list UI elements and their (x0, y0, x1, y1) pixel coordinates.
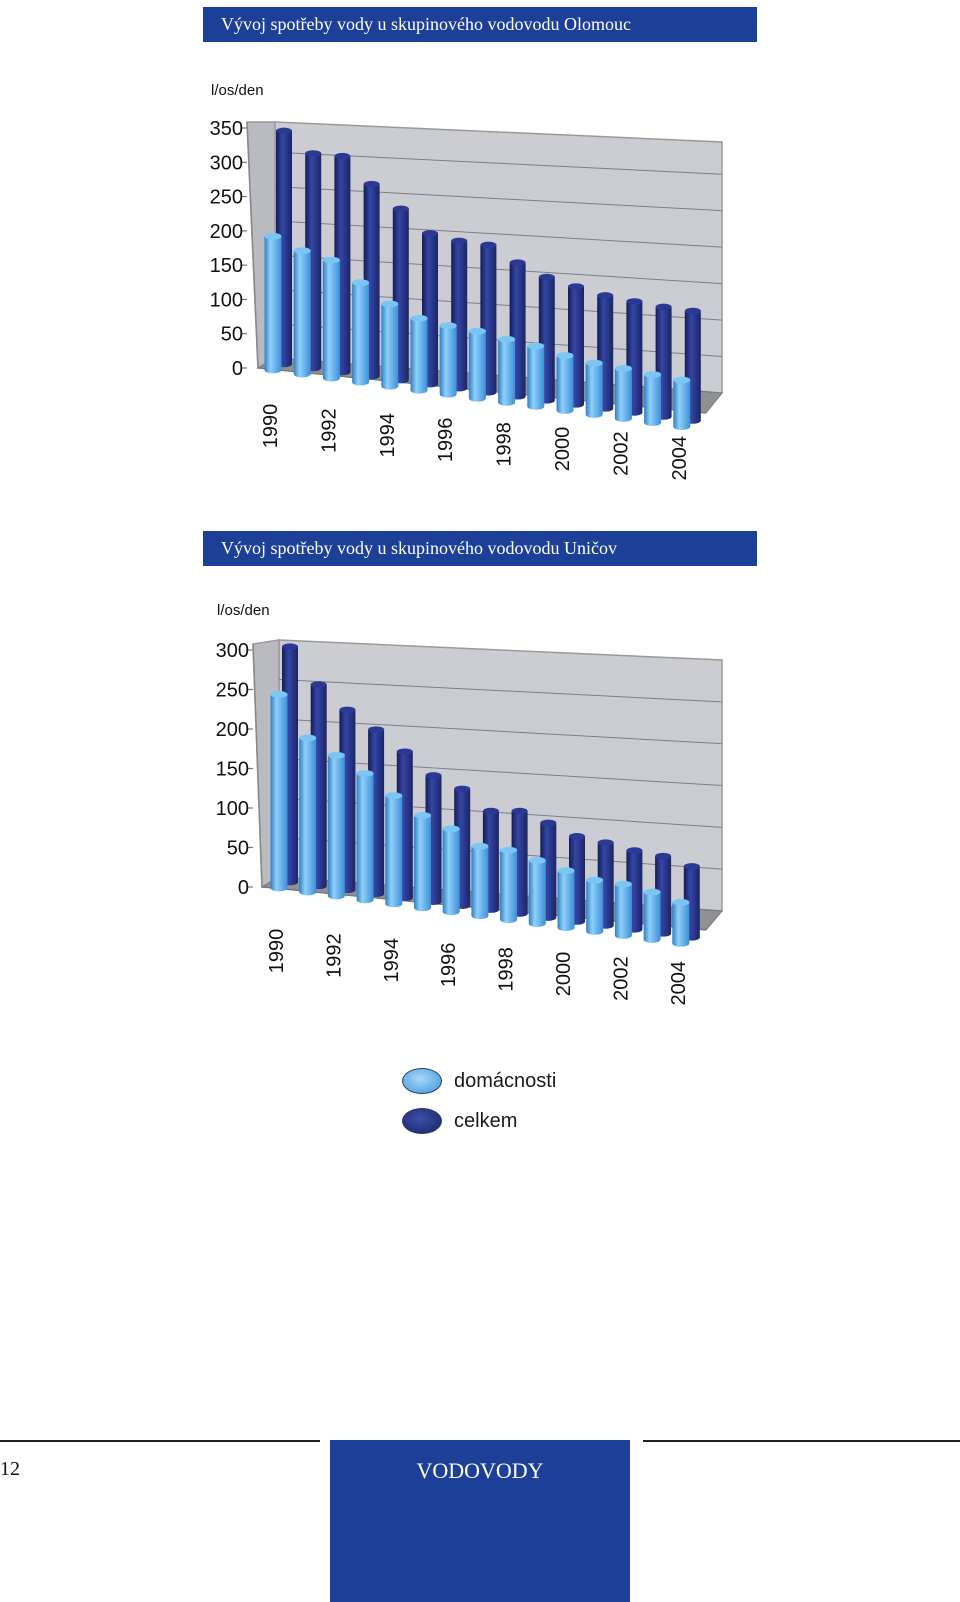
bar-domacnosti-2001 (586, 876, 604, 935)
y-tick-label: 0 (232, 358, 243, 380)
y-tick-label: 300 (216, 640, 249, 662)
legend-label-households: domácnosti (454, 1069, 557, 1092)
chart1-y-unit: l/os/den (211, 82, 264, 99)
y-tick-label: 150 (216, 759, 249, 781)
y-axis (246, 121, 259, 369)
x-tick-label: 2004 (668, 961, 690, 1006)
bar-domacnosti-1990 (270, 691, 288, 892)
bar-domacnosti-1995 (414, 811, 431, 912)
bar-domacnosti-1990 (264, 232, 282, 374)
bar-domacnosti-1992 (322, 256, 340, 382)
y-tick-label: 200 (216, 719, 249, 741)
y-tick-label: 300 (210, 152, 243, 174)
bar-domacnosti-2003 (643, 888, 661, 943)
chart1-title-banner: Vývoj spotřeby vody u skupinového vodovo… (203, 7, 757, 42)
footer-section-block: VODOVODY (330, 1440, 630, 1602)
x-tick-label: 1992 (323, 933, 345, 978)
x-tick-label: 1996 (435, 418, 457, 463)
bar-domacnosti-1991 (293, 247, 311, 378)
x-tick-label: 1992 (318, 408, 340, 453)
chart1-bar-chart: 0 50 100 150 200 250 300 350 1990 1992 1994 1996 199… (210, 118, 723, 481)
x-tick-label: 1994 (377, 413, 399, 458)
chart2-title-banner: Vývoj spotřeby vody u skupinového vodovo… (203, 531, 757, 566)
bar-domacnosti-1997 (468, 327, 486, 402)
bar-domacnosti-2002 (614, 880, 632, 939)
y-tick-label: 350 (210, 118, 243, 140)
bar-domacnosti-2004 (672, 898, 690, 947)
x-tick-label: 2002 (610, 431, 632, 476)
legend-item-households: domácnosti (402, 1068, 556, 1094)
x-tick-label: 1994 (381, 938, 403, 983)
y-tick-label: 0 (238, 877, 249, 899)
bar-domacnosti-1996 (439, 322, 457, 398)
bar-domacnosti-1995 (410, 314, 428, 394)
gridline (278, 679, 723, 703)
bar-domacnosti-1998 (498, 335, 516, 406)
x-tick-label: 1998 (496, 947, 518, 992)
x-tick-label: 1990 (266, 929, 288, 974)
bar-domacnosti-1994 (385, 792, 403, 908)
y-axis (252, 643, 263, 888)
y-tick-label: 100 (210, 289, 243, 311)
bar-domacnosti-1997 (471, 842, 489, 920)
x-tick-label: 2000 (552, 427, 574, 472)
y-tick-label: 150 (210, 255, 243, 277)
legend-swatch-dark (402, 1108, 442, 1134)
x-tick-label: 1990 (260, 404, 282, 449)
y-tick-label: 50 (221, 324, 243, 346)
x-tick-label: 2000 (553, 952, 575, 997)
y-tick-label: 250 (216, 680, 249, 702)
chart2-y-unit: l/os/den (217, 602, 270, 619)
footer-rule-right (643, 1440, 960, 1442)
bar-domacnosti-1993 (356, 770, 374, 904)
bar-domacnosti-1999 (528, 857, 546, 928)
bar-domacnosti-1994 (381, 300, 399, 390)
bar-domacnosti-2001 (585, 359, 603, 418)
bar-domacnosti-1996 (442, 825, 460, 916)
chart2-bar-chart: 0 50 100 150 200 250 300 1990 1992 1994 1996 1998 20… (216, 639, 724, 1005)
bar-domacnosti-1992 (327, 751, 345, 900)
bar-domacnosti-2000 (557, 867, 575, 931)
x-tick-label: 1998 (494, 422, 516, 467)
y-tick-label: 250 (210, 187, 243, 209)
y-tick-label: 200 (210, 221, 243, 243)
y-tick-label: 50 (227, 838, 249, 860)
x-tick-label: 2002 (610, 956, 632, 1001)
bar-domacnosti-2000 (556, 352, 574, 414)
x-tick-label: 1996 (438, 943, 460, 988)
bar-domacnosti-2002 (614, 365, 632, 422)
bar-domacnosti-1998 (500, 846, 518, 924)
legend-swatch-light (402, 1068, 442, 1094)
legend-item-total: celkem (402, 1108, 517, 1134)
footer-rule-left (0, 1440, 320, 1442)
y-tick-label: 100 (216, 798, 249, 820)
bar-domacnosti-1999 (527, 342, 545, 410)
bar-domacnosti-1993 (352, 279, 370, 386)
footer-section-label: VODOVODY (416, 1458, 544, 1483)
legend-label-total: celkem (454, 1109, 518, 1132)
page-number: 12 (0, 1458, 20, 1480)
bar-domacnosti-2004 (673, 376, 691, 431)
x-tick-label: 2004 (669, 436, 691, 481)
bar-domacnosti-1991 (299, 734, 317, 896)
bar-domacnosti-2003 (644, 371, 662, 426)
